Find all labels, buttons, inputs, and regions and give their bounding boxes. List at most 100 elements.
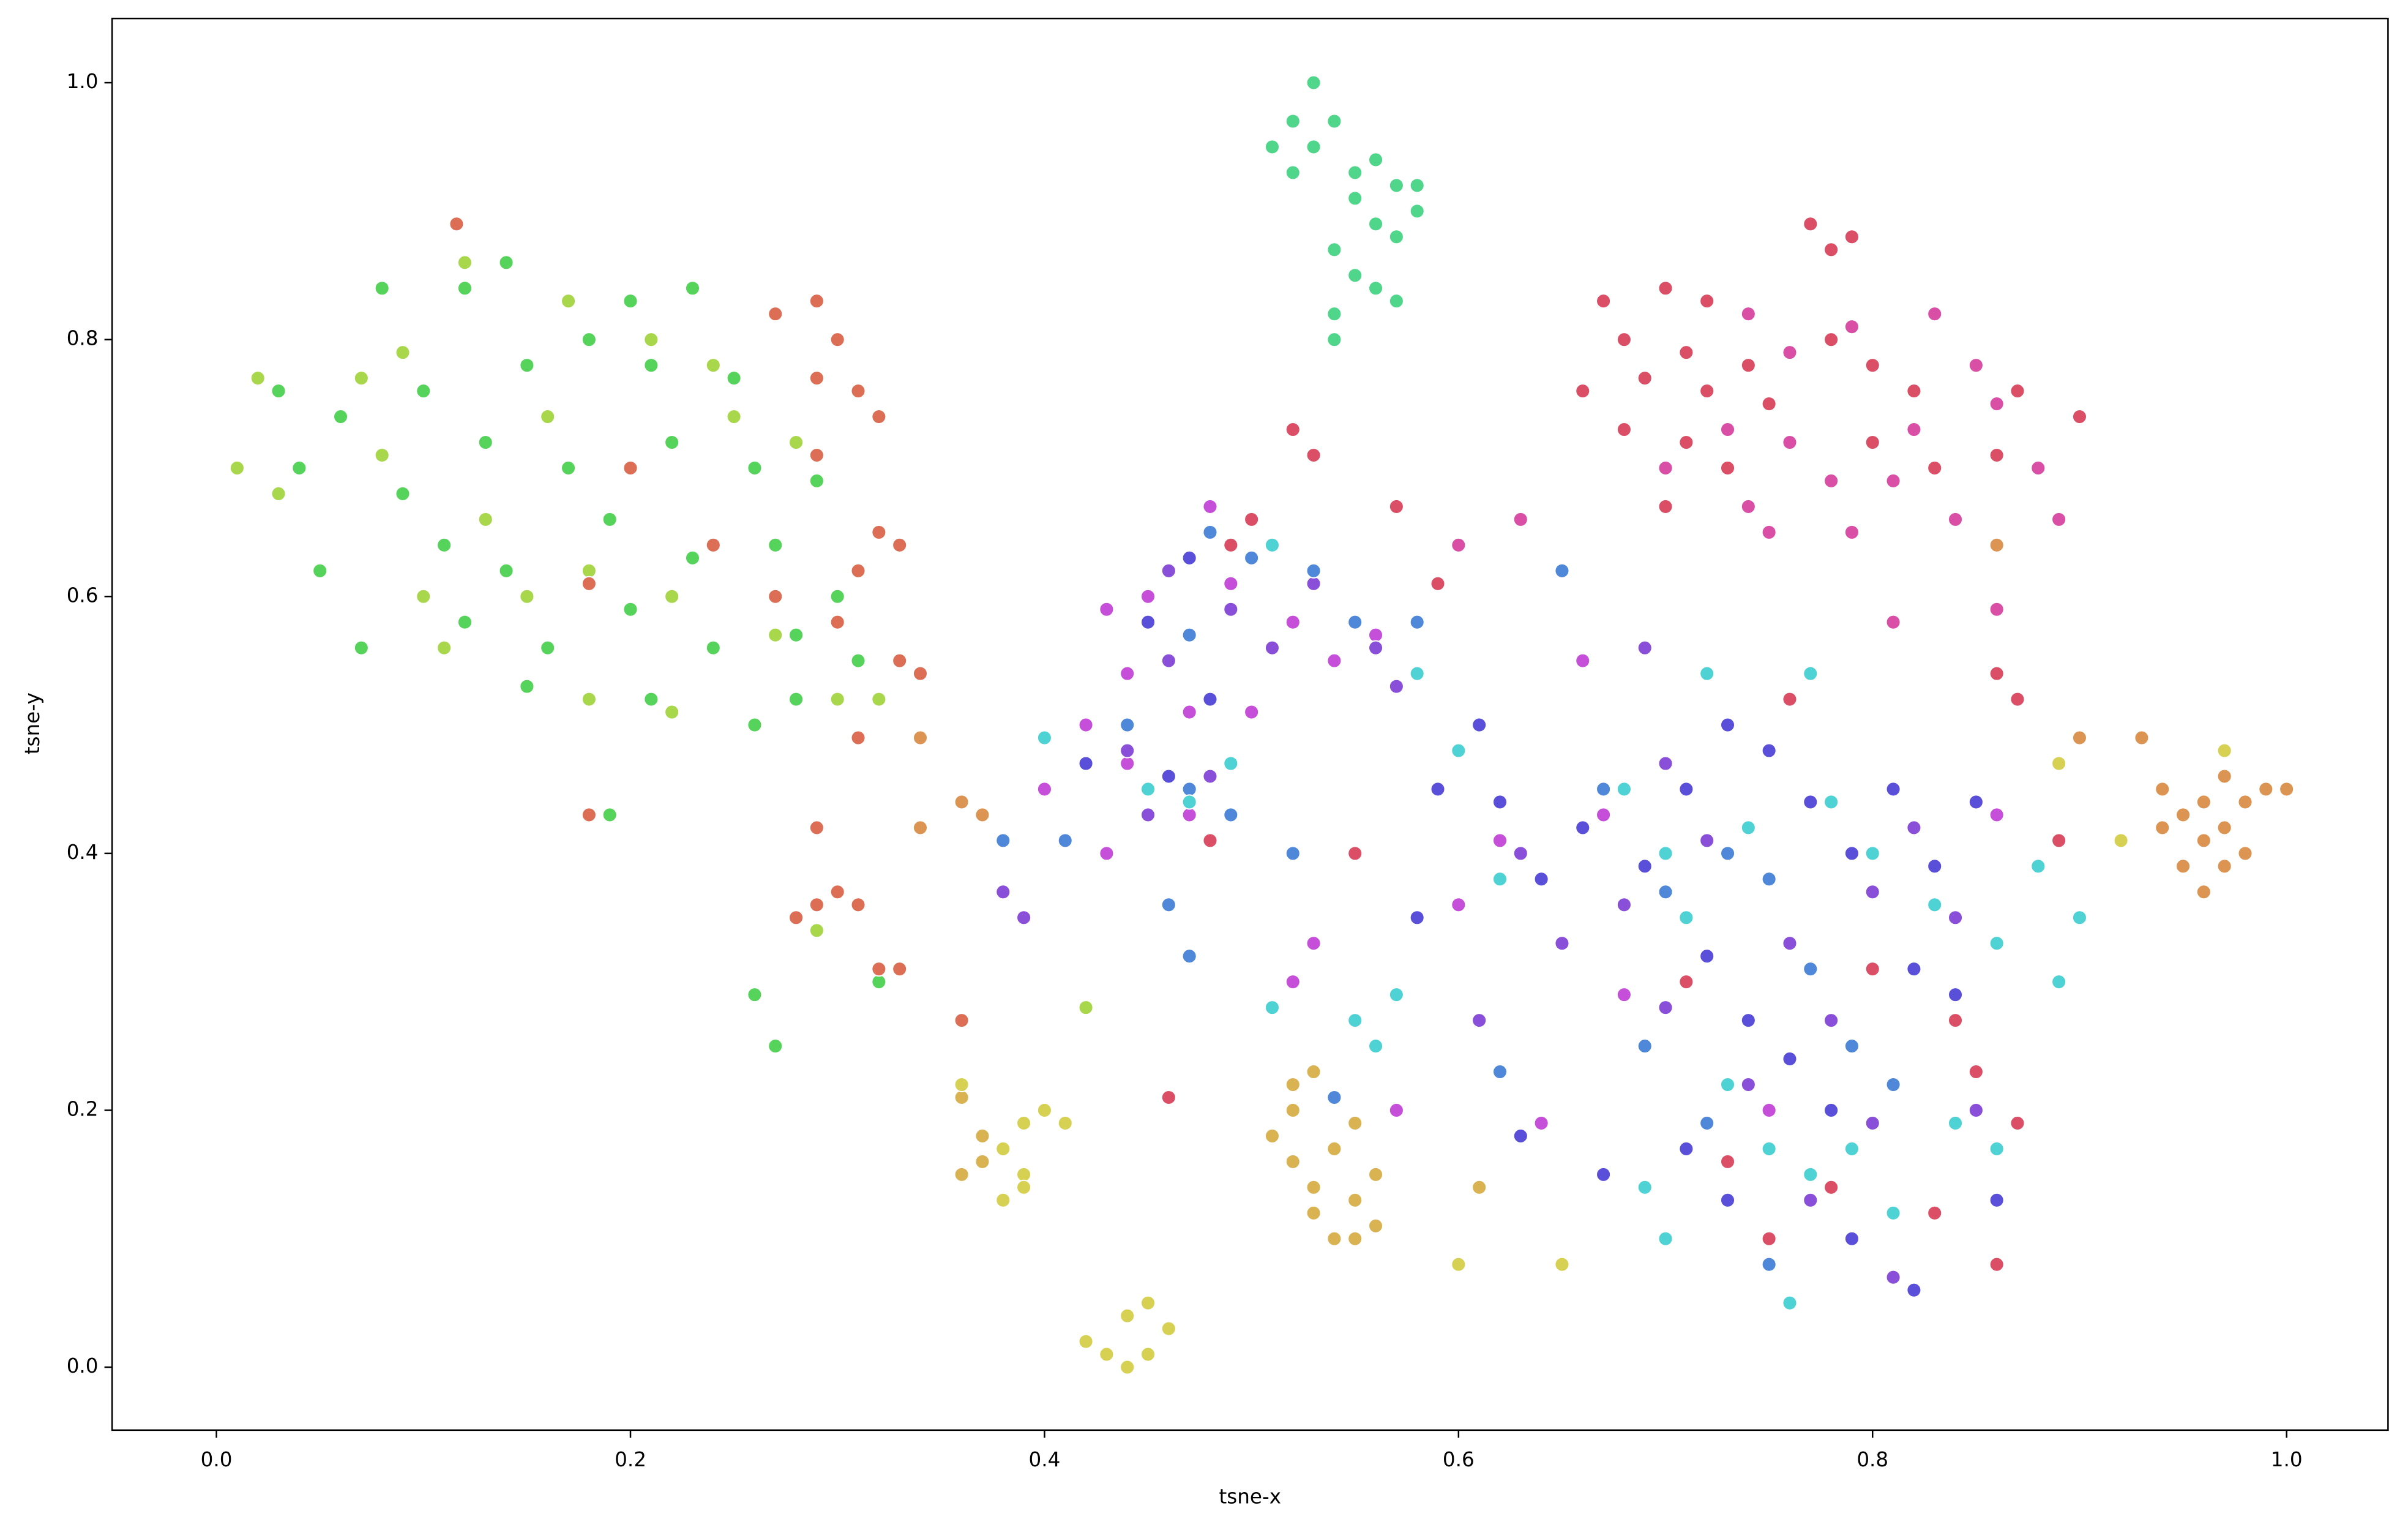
point [1036,1102,1052,1119]
point [1596,807,1612,823]
point [954,1013,970,1029]
point [353,370,369,386]
point [2216,743,2232,759]
point [623,601,638,617]
point [1140,1346,1156,1362]
point [1968,794,1984,810]
point [436,537,452,553]
point [2071,730,2088,746]
point [1719,460,1736,476]
point [974,1153,990,1169]
point [1285,421,1301,438]
point [1223,756,1239,771]
point [1823,1179,1839,1195]
point [1699,833,1715,849]
point [892,961,908,977]
point [1658,756,1673,771]
point [1306,1179,1322,1195]
point [1989,666,2005,681]
point [2196,794,2212,810]
point [457,614,473,630]
y-tick-label: 0.6 [67,583,99,607]
point [1761,524,1777,540]
point [1740,1013,1756,1029]
point [1368,280,1384,296]
point [871,691,887,707]
point [2196,884,2212,900]
point [1326,653,1342,669]
plot-frame [111,17,2389,1431]
point [1844,229,1860,245]
point [1120,666,1135,681]
point [2237,846,2253,861]
point [1409,666,1425,681]
point [332,408,349,425]
point [2196,833,2212,849]
point [768,588,783,604]
point [1782,1295,1798,1311]
point [1181,807,1197,823]
point [1637,370,1653,386]
point [1803,1192,1819,1208]
point [1989,807,2005,823]
point [768,627,783,643]
x-tick-label: 0.0 [201,1448,233,1471]
point [1823,332,1839,348]
point [1678,434,1694,451]
point [1533,871,1549,887]
point [1678,974,1694,990]
point [1285,614,1301,630]
point [1306,1205,1322,1221]
point [1451,537,1467,553]
point [1947,910,1964,926]
point [809,370,824,386]
point [1264,139,1281,155]
point [1885,1076,1901,1093]
point [788,910,804,926]
point [1699,666,1715,681]
point [1306,936,1322,951]
point [1699,1115,1715,1131]
point [809,923,824,939]
point [1244,511,1260,527]
point [1864,961,1880,977]
point [1989,601,2005,617]
point [1409,178,1425,193]
point [581,332,597,348]
point [954,1166,970,1182]
point [1264,640,1281,656]
point [1368,1218,1384,1234]
point [1430,576,1446,591]
point [271,383,286,399]
y-tick-label: 0.8 [67,327,99,350]
point [1885,614,1901,630]
point [2010,1115,2025,1131]
point [1285,1102,1301,1119]
point [1120,756,1135,771]
point [1078,756,1094,771]
point [1140,781,1156,797]
point [684,280,701,296]
point [312,563,328,579]
point [829,614,845,630]
point [1244,704,1260,720]
point [1947,511,1964,527]
point [1927,897,1943,913]
point [1719,1153,1736,1169]
point [1202,524,1218,540]
point [1451,743,1467,759]
point [1181,550,1197,566]
point [436,640,452,656]
x-tick-label: 0.8 [1856,1448,1888,1471]
point [1740,306,1756,322]
point [353,640,369,656]
point [954,1089,970,1106]
point [1471,1013,1487,1029]
point [1554,1256,1570,1272]
point [1347,268,1363,283]
point [912,666,929,681]
x-axis-label: tsne-x [1219,1485,1281,1508]
point [2051,833,2067,849]
point [1036,781,1052,797]
point [1347,1115,1363,1131]
